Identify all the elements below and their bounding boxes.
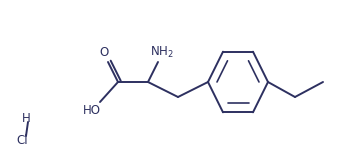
Text: O: O bbox=[99, 45, 109, 58]
Text: Cl: Cl bbox=[16, 134, 28, 147]
Text: HO: HO bbox=[83, 103, 101, 117]
Text: NH$_2$: NH$_2$ bbox=[150, 44, 174, 60]
Text: H: H bbox=[22, 111, 31, 124]
